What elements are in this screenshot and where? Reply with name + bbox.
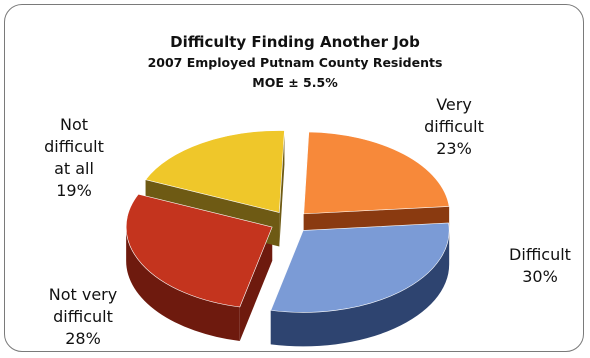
- pie-slice-wall-not-difficult-at-all-1: [279, 130, 285, 247]
- label-line: Difficult: [509, 245, 571, 264]
- label-value: 19%: [56, 181, 92, 200]
- chart-subtitle: 2007 Employed Putnam County Residents: [147, 55, 443, 70]
- pie-slice-side-difficult: [270, 230, 450, 347]
- pie-slice-very-difficult: [303, 131, 450, 215]
- pie-slice-not-very-difficult: [125, 193, 273, 308]
- label-value: 30%: [522, 267, 558, 286]
- label-line: difficult: [44, 137, 104, 156]
- label-line: Not: [59, 115, 89, 134]
- label-line: at all: [54, 159, 94, 178]
- pie-slice-side-not-very-difficult: [126, 227, 240, 342]
- label-not-very-difficult: Not very difficult 28%: [28, 284, 138, 350]
- label-line: difficult: [424, 117, 484, 136]
- chart-note: MOE ± 5.5%: [252, 75, 338, 90]
- pie-slice-difficult: [270, 222, 450, 313]
- chart-title: Difficulty Finding Another Job: [170, 33, 420, 51]
- label-line: Not very: [48, 285, 118, 304]
- label-value: 23%: [436, 139, 472, 158]
- label-line: Very: [436, 95, 472, 114]
- label-value: 28%: [65, 329, 101, 348]
- pie-slice-not-difficult-at-all: [145, 130, 285, 213]
- label-difficult: Difficult 30%: [492, 244, 588, 288]
- label-not-difficult-at-all: Not difficult at all 19%: [26, 114, 122, 202]
- label-very-difficult: Very difficult 23%: [404, 94, 504, 160]
- label-line: difficult: [53, 307, 113, 326]
